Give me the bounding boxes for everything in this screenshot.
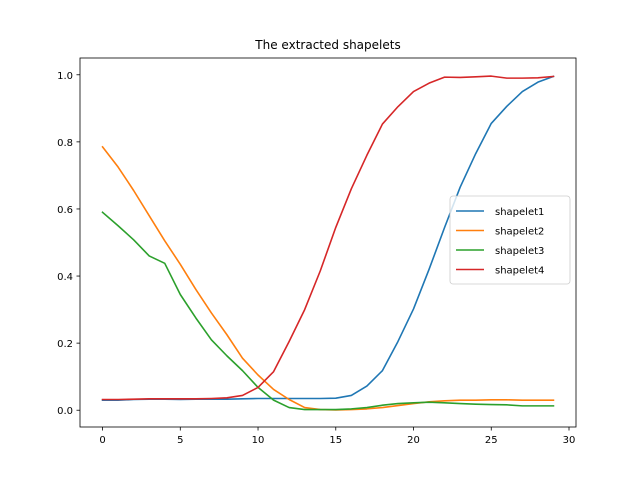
- y-tick-label: 0.6: [57, 205, 73, 216]
- y-axis: 0.0 0.2 0.4 0.6 0.8 1.0: [57, 71, 80, 417]
- legend-label-shapelet3: shapelet3: [495, 246, 544, 257]
- x-tick-label: 15: [329, 435, 342, 446]
- series-line-shapelet4: [101, 75, 555, 401]
- x-tick-label: 30: [563, 435, 576, 446]
- x-tick-label: 25: [485, 435, 498, 446]
- legend-label-shapelet1: shapelet1: [495, 207, 544, 218]
- y-tick-label: 0.4: [57, 272, 73, 283]
- series-line-shapelet3: [101, 211, 555, 411]
- legend-label-shapelet2: shapelet2: [495, 227, 544, 238]
- y-tick-label: 0.0: [57, 406, 73, 417]
- chart-title: The extracted shapelets: [254, 38, 400, 52]
- x-tick-label: 5: [177, 435, 183, 446]
- x-tick-label: 20: [407, 435, 420, 446]
- axes-frame: [79, 57, 577, 428]
- legend: shapelet1 shapelet2 shapelet3 shapelet4: [449, 195, 571, 285]
- legend-box: [449, 195, 571, 285]
- y-tick-label: 1.0: [57, 71, 73, 82]
- x-tick-label: 0: [99, 435, 105, 446]
- legend-label-shapelet4: shapelet4: [495, 266, 544, 277]
- x-tick-label: 10: [252, 435, 265, 446]
- series-group: [101, 75, 555, 411]
- x-axis: 0 5 10 15 20 25 30: [99, 427, 575, 446]
- y-tick-label: 0.8: [57, 138, 73, 149]
- y-tick-label: 0.2: [57, 339, 73, 350]
